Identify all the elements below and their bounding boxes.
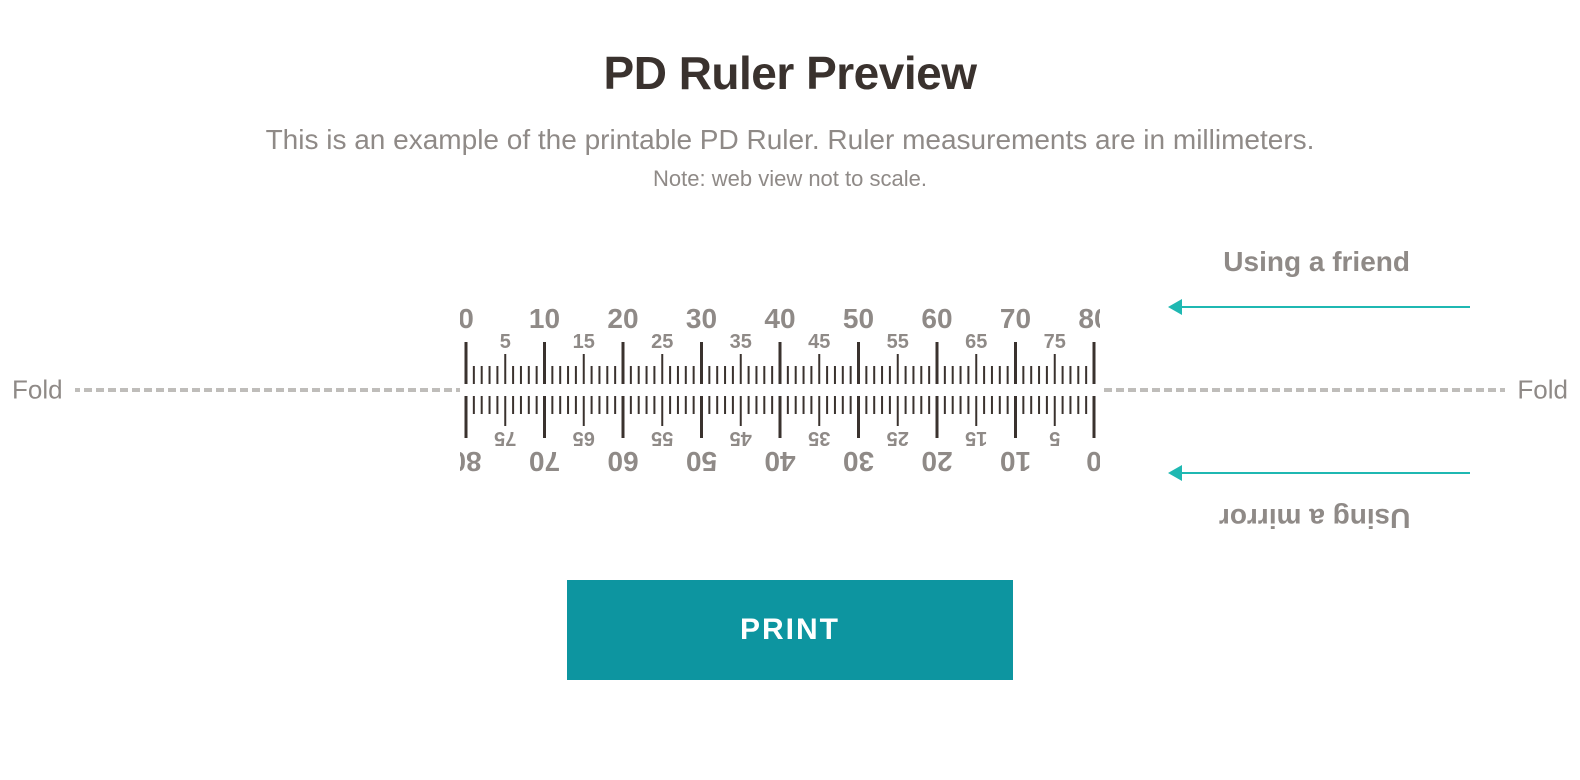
svg-text:30: 30: [843, 446, 874, 477]
svg-text:60: 60: [921, 303, 952, 334]
arrow-mirror: [1170, 472, 1470, 474]
svg-text:5: 5: [1049, 427, 1060, 449]
mirror-label: Using a mirror: [1219, 502, 1410, 534]
svg-text:60: 60: [607, 446, 638, 477]
svg-text:70: 70: [1000, 303, 1031, 334]
page-title: PD Ruler Preview: [0, 46, 1580, 100]
svg-text:65: 65: [573, 427, 595, 449]
note-text: Note: web view not to scale.: [0, 166, 1580, 192]
svg-text:35: 35: [730, 331, 752, 353]
svg-text:70: 70: [529, 446, 560, 477]
svg-text:40: 40: [764, 446, 795, 477]
svg-text:20: 20: [921, 446, 952, 477]
svg-text:25: 25: [887, 427, 909, 449]
svg-text:75: 75: [1044, 331, 1066, 353]
svg-text:45: 45: [808, 331, 830, 353]
svg-text:50: 50: [686, 446, 717, 477]
fold-label-right: Fold: [1505, 375, 1580, 406]
svg-text:35: 35: [808, 427, 830, 449]
subtitle-text: This is an example of the printable PD R…: [0, 124, 1580, 156]
svg-text:10: 10: [1000, 446, 1031, 477]
svg-text:55: 55: [651, 427, 673, 449]
svg-text:30: 30: [686, 303, 717, 334]
friend-label: Using a friend: [1223, 246, 1410, 278]
ruler-area: Fold Fold Using a friend Using a mirror …: [0, 240, 1580, 540]
arrow-friend: [1170, 306, 1470, 308]
svg-text:75: 75: [494, 427, 516, 449]
svg-text:45: 45: [730, 427, 752, 449]
print-button[interactable]: PRINT: [567, 580, 1013, 680]
svg-text:10: 10: [529, 303, 560, 334]
svg-text:40: 40: [764, 303, 795, 334]
svg-text:0: 0: [1086, 446, 1100, 477]
svg-text:25: 25: [651, 331, 673, 353]
svg-text:55: 55: [887, 331, 909, 353]
svg-text:15: 15: [573, 331, 595, 353]
svg-text:0: 0: [460, 303, 474, 334]
ruler-diagram: 0 10 20 30 40 50 60 70 80 5 15 25 35 45 55 65 75 0 10 20 30 4…: [460, 256, 1100, 524]
svg-text:80: 80: [1078, 303, 1100, 334]
svg-text:50: 50: [843, 303, 874, 334]
svg-text:15: 15: [965, 427, 987, 449]
svg-text:5: 5: [500, 331, 511, 353]
svg-text:65: 65: [965, 331, 987, 353]
fold-label-left: Fold: [0, 375, 75, 406]
svg-text:80: 80: [460, 446, 482, 477]
svg-text:20: 20: [607, 303, 638, 334]
